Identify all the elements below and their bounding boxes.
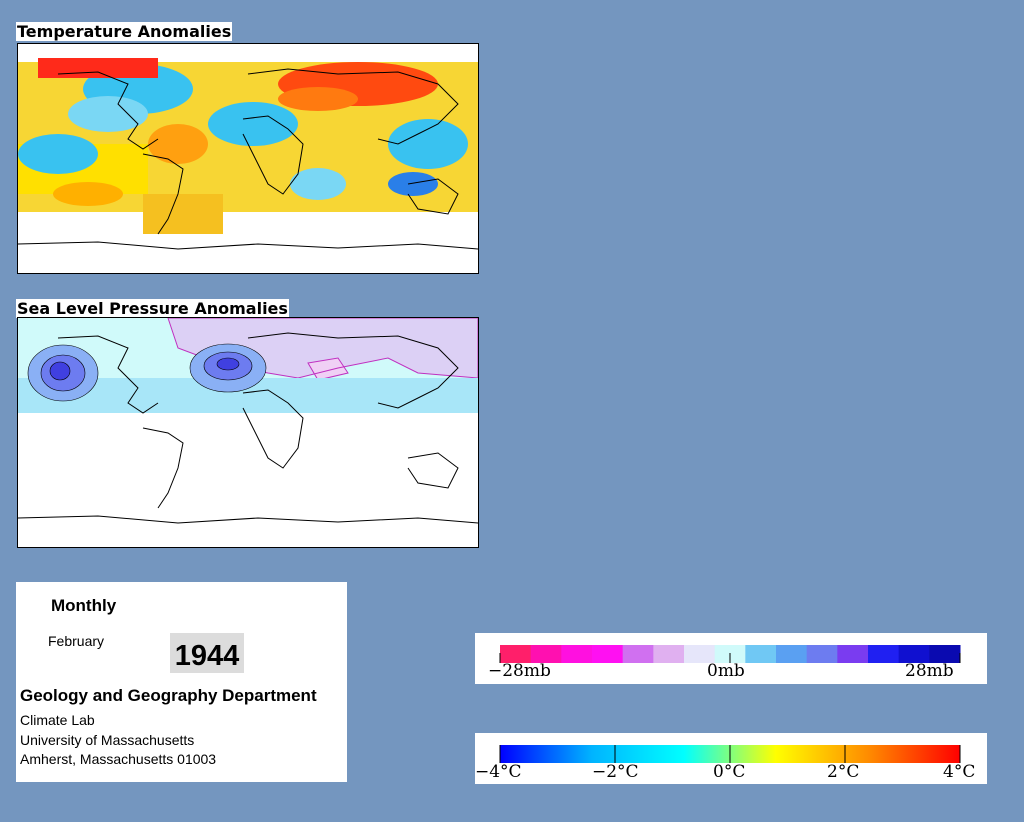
year-display: 1944 xyxy=(170,633,244,673)
pressure-swatch xyxy=(898,645,930,663)
pressure-tick-min: −28mb xyxy=(488,661,551,681)
pressure-title: Sea Level Pressure Anomalies xyxy=(16,299,289,318)
pressure-swatch xyxy=(622,645,654,663)
pressure-legend: −28mb 0mb 28mb xyxy=(475,633,987,684)
pressure-swatch xyxy=(500,645,532,663)
department-label: Geology and Geography Department xyxy=(20,686,317,705)
pressure-swatch xyxy=(868,645,900,663)
pressure-map xyxy=(17,317,479,548)
pressure-swatch xyxy=(653,645,685,663)
pressure-swatch xyxy=(592,645,624,663)
pressure-colorbar xyxy=(499,645,961,663)
pressure-tick-zero: 0mb xyxy=(707,661,745,681)
pressure-swatch xyxy=(745,645,777,663)
temp-tick-2: 2°C xyxy=(827,762,860,782)
info-panel: Monthly February 1944 Geology and Geogra… xyxy=(16,582,347,782)
temp-tick-0: 0°C xyxy=(713,762,746,782)
address-label: Amherst, Massachusetts 01003 xyxy=(20,751,217,767)
pressure-swatch xyxy=(929,645,961,663)
pressure-swatch xyxy=(806,645,838,663)
university-label: University of Massachusetts xyxy=(20,732,195,748)
temperature-title: Temperature Anomalies xyxy=(16,22,233,41)
period-label: Monthly xyxy=(51,596,117,615)
pressure-tick-max: 28mb xyxy=(905,661,954,681)
temperature-colorbar xyxy=(499,745,961,763)
pressure-swatch xyxy=(684,645,716,663)
pressure-swatch xyxy=(561,645,593,663)
temperature-legend: −4°C −2°C 0°C 2°C 4°C xyxy=(475,733,987,784)
temp-tick-neg2: −2°C xyxy=(592,762,639,782)
lab-label: Climate Lab xyxy=(20,712,95,728)
month-label: February xyxy=(48,633,105,649)
temp-tick-neg4: −4°C xyxy=(475,762,522,782)
pressure-swatch xyxy=(530,645,562,663)
pressure-swatch xyxy=(776,645,808,663)
temperature-map xyxy=(17,43,479,274)
pressure-swatch xyxy=(837,645,869,663)
temp-tick-4: 4°C xyxy=(943,762,976,782)
